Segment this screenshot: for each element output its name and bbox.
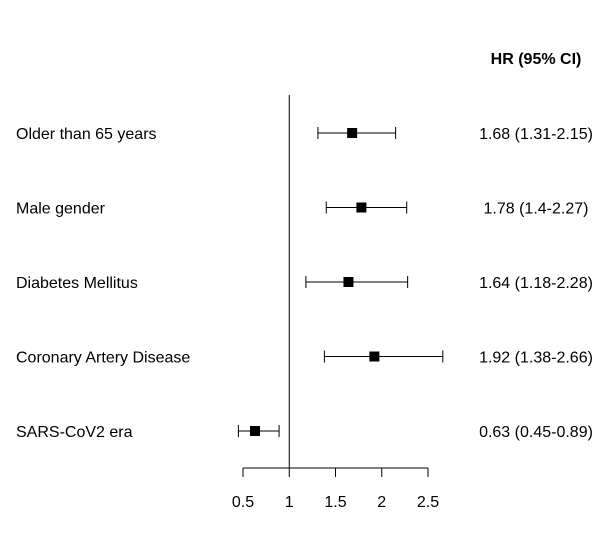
row-label: SARS-CoV2 era (16, 424, 133, 441)
row-label: Male gender (16, 201, 106, 218)
forest-row: SARS-CoV2 era 0.63 (0.45-0.89) (16, 424, 593, 441)
x-tick-label: 1 (285, 494, 294, 511)
hr-point (347, 128, 358, 138)
row-label: Diabetes Mellitus (16, 275, 138, 292)
hr-point (369, 351, 380, 362)
x-tick-label: 2.5 (417, 494, 439, 511)
forest-row: Diabetes Mellitus 1.64 (1.18-2.28) (16, 275, 593, 292)
x-axis: 0.5 1 1.5 2 2.5 (232, 467, 439, 511)
ci-value: 1.64 (1.18-2.28) (479, 275, 593, 292)
ci-value: 1.92 (1.38-2.66) (479, 350, 593, 367)
row-label: Older than 65 years (16, 126, 157, 143)
x-tick-label: 0.5 (232, 494, 254, 511)
ci-column-header: HR (95% CI) (491, 51, 582, 68)
forest-row: Older than 65 years 1.68 (1.31-2.15) (16, 126, 593, 143)
forest-row: Male gender 1.78 (1.4-2.27) (16, 201, 588, 218)
x-tick-label: 2 (377, 494, 386, 511)
ci-value: 1.78 (1.4-2.27) (484, 201, 589, 218)
forest-row: Coronary Artery Disease 1.92 (1.38-2.66) (16, 350, 593, 367)
ci-value: 0.63 (0.45-0.89) (479, 424, 593, 441)
hr-point (250, 426, 261, 436)
rows-layer: Older than 65 years 1.68 (1.31-2.15) Male … (16, 126, 593, 441)
ci-value: 1.68 (1.31-2.15) (479, 126, 593, 143)
hr-point (356, 202, 367, 213)
row-label: Coronary Artery Disease (16, 350, 190, 367)
hr-point (343, 277, 354, 287)
x-tick-label: 1.5 (324, 494, 346, 511)
